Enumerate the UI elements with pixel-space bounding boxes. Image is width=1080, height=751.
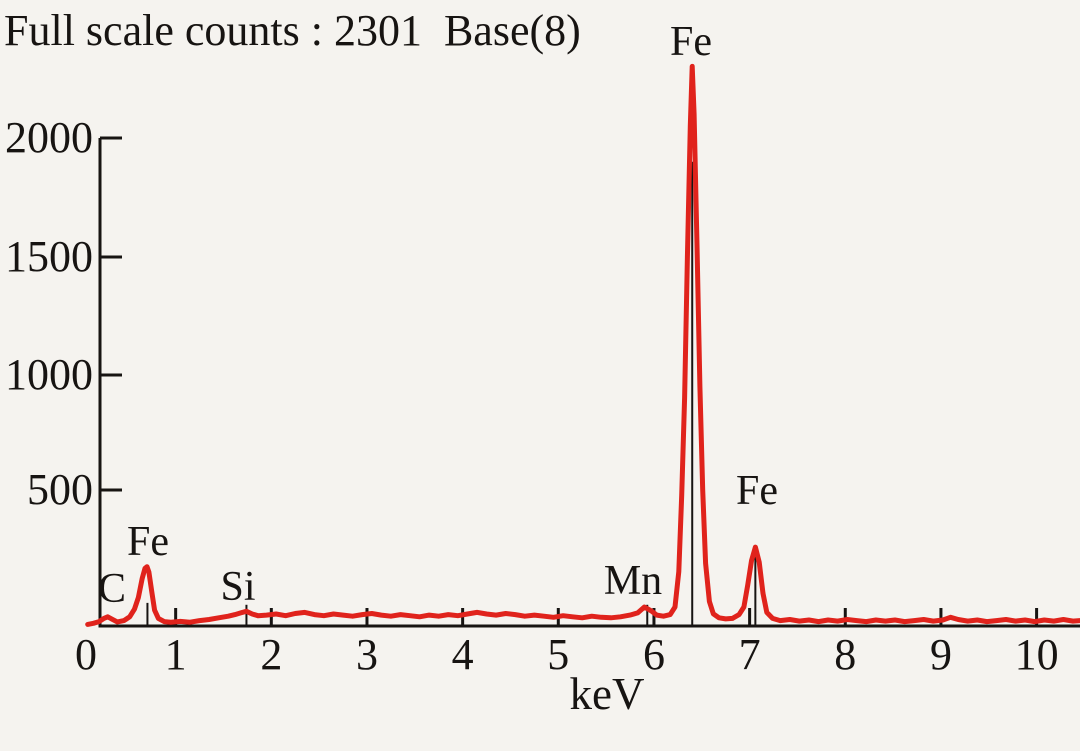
y-tick-label-1500: 1500 bbox=[5, 232, 93, 281]
y-tick-label-2000: 2000 bbox=[5, 113, 93, 162]
element-label-fe-7.06: Fe bbox=[736, 468, 778, 514]
x-tick-label-1: 1 bbox=[164, 630, 187, 679]
x-tick-label-2: 2 bbox=[260, 630, 283, 679]
x-tick-label-3: 3 bbox=[355, 630, 378, 679]
x-tick-label-7: 7 bbox=[738, 630, 761, 679]
y-tick-label-1000: 1000 bbox=[5, 350, 93, 399]
x-tick-label-8: 8 bbox=[834, 630, 857, 679]
spectrum-curve bbox=[85, 63, 1080, 627]
element-label-mn-5.93: Mn bbox=[603, 558, 663, 604]
x-tick-label-4: 4 bbox=[451, 630, 474, 679]
chart-title: Full scale counts : 2301 Base(8) bbox=[4, 6, 581, 55]
element-label-si-1.74: Si bbox=[220, 564, 256, 610]
x-tick-label-6: 6 bbox=[642, 630, 665, 679]
x-tick-label-10: 10 bbox=[1014, 630, 1059, 679]
y-tick-label-500: 500 bbox=[27, 465, 93, 514]
x-tick-label-9: 9 bbox=[929, 630, 952, 679]
x-tick-label-5: 5 bbox=[547, 630, 570, 679]
x-axis-title: keV bbox=[569, 669, 645, 719]
x-tick-label-0: 0 bbox=[75, 630, 97, 679]
element-label-fe-6.4: Fe bbox=[670, 19, 712, 65]
element-label-c-0.28: C bbox=[97, 566, 127, 612]
element-label-fe-0.705: Fe bbox=[127, 519, 169, 565]
